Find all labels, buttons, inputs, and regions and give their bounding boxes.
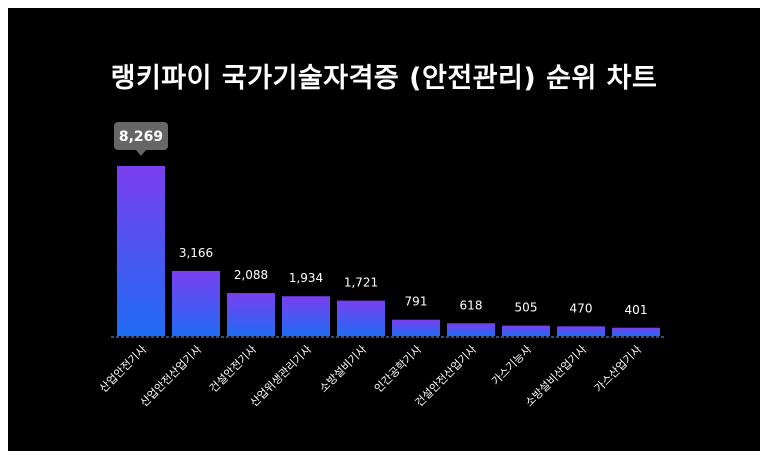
bar-8 — [502, 325, 550, 336]
value-label-4: 1,934 — [289, 271, 323, 285]
value-label-5: 1,721 — [344, 276, 378, 290]
value-label-6: 791 — [405, 295, 428, 309]
bar-2 — [172, 270, 220, 336]
bar-6 — [392, 319, 440, 336]
value-label-2: 3,166 — [179, 246, 213, 260]
highlight-callout: 8,269 — [114, 122, 168, 156]
bar-1 — [117, 166, 165, 336]
value-label-7: 618 — [460, 298, 483, 312]
bar-3 — [227, 293, 275, 336]
value-label-8: 505 — [515, 301, 538, 315]
bar-4 — [282, 296, 330, 336]
bar-10 — [612, 327, 660, 336]
value-label-3: 2,088 — [234, 268, 268, 282]
value-label-10: 401 — [625, 303, 648, 317]
bar-7 — [447, 323, 495, 336]
tick-label-8: 가스기능사 — [489, 343, 534, 388]
value-label-9: 470 — [570, 301, 593, 315]
tick-label-5: 소방설비기사 — [317, 343, 369, 395]
tick-label-1: 산업안전기사 — [97, 343, 149, 395]
tick-label-6: 인간공학기사 — [372, 343, 424, 395]
chart-title: 랭키파이 국가기술자격증 (안전관리) 순위 차트 — [110, 63, 658, 94]
bar-9 — [557, 326, 605, 336]
value-label-1: 8,269 — [119, 129, 163, 145]
callout-box — [114, 122, 168, 150]
bars-layer — [117, 166, 660, 336]
tick-label-3: 건설안전기사 — [207, 343, 259, 395]
labels-layer: 8,269 3,166 2,088 1,934 1,721 791 618 505 470 401 — [114, 122, 647, 317]
tick-label-10: 가스산업기사 — [592, 343, 644, 395]
callout-pointer — [136, 150, 146, 156]
bar-5 — [337, 300, 385, 336]
bar-chart: 8,269 3,166 2,088 1,934 1,721 791 618 505 470 401… — [97, 122, 666, 409]
chart-panel: 랭키파이 국가기술자격증 (안전관리) 순위 차트 8,269 3,166 2,08… — [8, 8, 760, 451]
